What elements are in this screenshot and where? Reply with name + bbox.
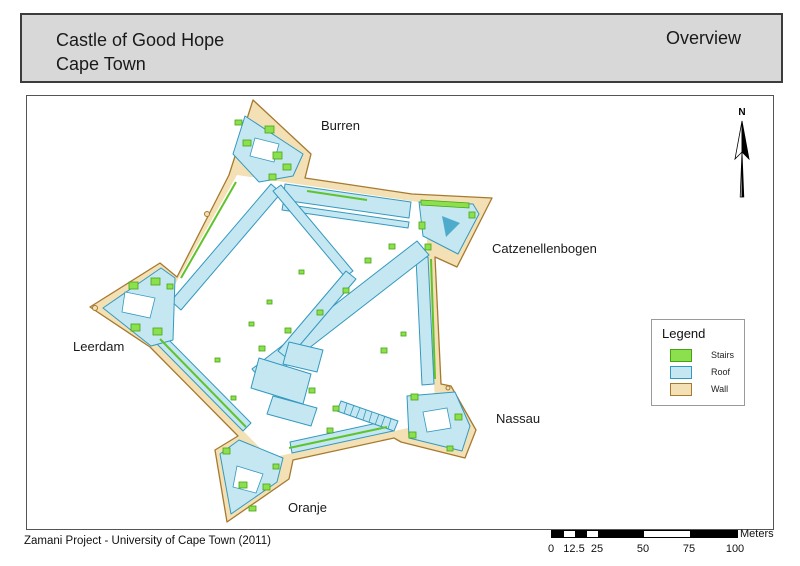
map-view-name: Overview (665, 28, 741, 48)
nassau-courtyard-notch (422, 407, 452, 433)
burren-courtyard-notch (249, 137, 280, 163)
wall-details (92, 211, 451, 391)
legend-title: Legend (662, 326, 706, 341)
scale-tick-50: 50 (636, 543, 650, 555)
roof-swatch (670, 366, 692, 379)
label-burren: Burren (321, 118, 361, 133)
catzenellenbogen-stair-strip (420, 199, 470, 209)
scale-tick-75: 75 (682, 543, 696, 555)
range-northeast-inner (281, 203, 410, 229)
fort-plan-drawing (89, 99, 493, 523)
central-building-3 (282, 341, 324, 373)
label-leerdam: Leerdam (73, 339, 125, 354)
leerdam-courtyard-notch (121, 291, 156, 319)
legend: Legend Stairs Roof Wall (651, 319, 745, 406)
stairs-swatch (670, 349, 692, 362)
rampart-green-lines (159, 181, 436, 449)
title-bar: Castle of Good Hope Cape Town Overview (20, 13, 783, 83)
label-oranje: Oranje (288, 500, 328, 515)
map-frame: Burren Catzenellenbogen Leerdam Nassau O… (26, 95, 774, 530)
scale-tick-100: 100 (725, 543, 745, 555)
scale-tick-12-5: 12.5 (563, 543, 585, 555)
attribution: Zamani Project - University of Cape Town… (24, 535, 271, 547)
label-nassau: Nassau (496, 411, 541, 426)
north-arrow: N (727, 101, 757, 201)
scale-tick-0: 0 (547, 543, 555, 555)
legend-item-roof: Roof (652, 366, 744, 380)
scale-tick-25: 25 (590, 543, 604, 555)
map-title: Castle of Good Hope (56, 30, 225, 50)
wall-swatch (670, 383, 692, 396)
scale-unit-label: Meters (740, 528, 774, 540)
legend-label-stairs: Stairs (711, 350, 735, 360)
burren-walkway (272, 184, 354, 278)
stairs-marks (128, 119, 476, 512)
legend-label-roof: Roof (711, 367, 731, 377)
title-block: Castle of Good Hope Cape Town (22, 15, 224, 76)
scale-bar (551, 530, 738, 538)
north-arrow-glyph: N (734, 107, 750, 198)
north-label: N (738, 107, 745, 118)
legend-label-wall: Wall (711, 384, 729, 394)
legend-item-wall: Wall (652, 383, 744, 397)
map-subtitle: Cape Town (56, 54, 146, 74)
catzenellenbogen-mound (442, 216, 460, 237)
legend-item-stairs: Stairs (652, 349, 744, 363)
label-catzenellenbogen: Catzenellenbogen (492, 241, 597, 256)
central-building-2 (266, 395, 318, 427)
